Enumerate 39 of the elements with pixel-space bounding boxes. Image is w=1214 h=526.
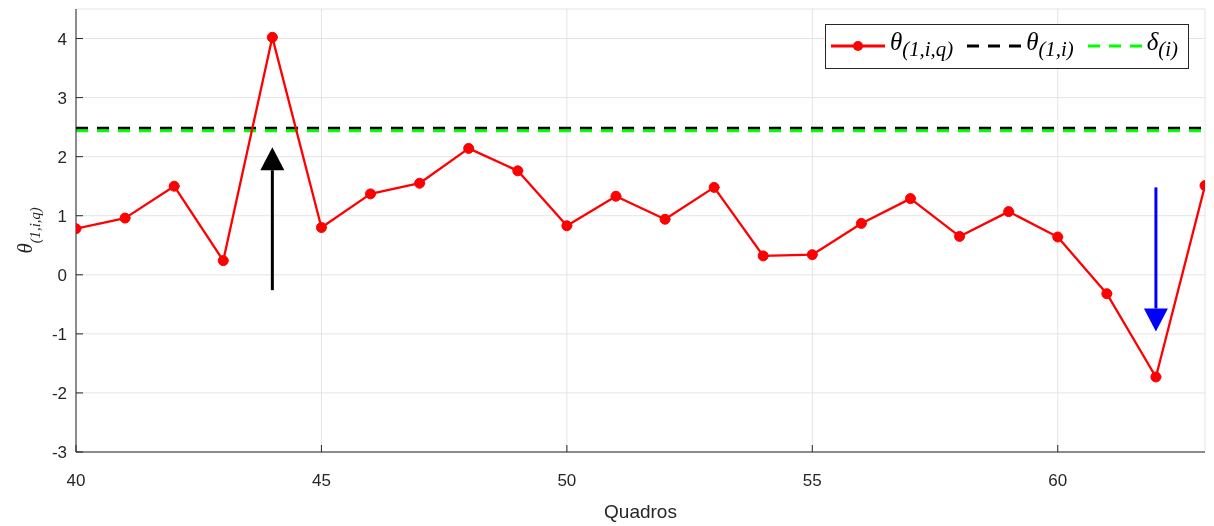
legend-label: θ$_{(1,i)}$ xyxy=(1026,27,1074,63)
point xyxy=(365,188,377,200)
y-tick-label: 3 xyxy=(57,88,67,108)
x-tick-label: 50 xyxy=(557,471,577,490)
point xyxy=(561,220,573,232)
point xyxy=(168,180,180,192)
point xyxy=(1052,231,1064,243)
point xyxy=(806,249,818,261)
y-tick-label: 4 xyxy=(57,29,67,49)
y-tick-label: 1 xyxy=(57,206,67,226)
x-tick-label: 40 xyxy=(66,471,86,490)
point xyxy=(119,212,131,224)
y-tick-label: -1 xyxy=(51,324,67,344)
point xyxy=(266,31,278,43)
point xyxy=(463,142,475,154)
point xyxy=(315,222,327,234)
point xyxy=(659,213,671,225)
point xyxy=(757,250,769,262)
point xyxy=(217,255,229,267)
y-tick-label: -2 xyxy=(51,383,67,403)
legend-label: δ$_{(i)}$ xyxy=(1146,27,1178,63)
point xyxy=(708,181,720,193)
x-tick-label: 45 xyxy=(311,471,331,490)
legend-label: θ$_{(1,i,q)}$ xyxy=(889,27,954,63)
point xyxy=(512,165,524,177)
point xyxy=(414,177,426,189)
point xyxy=(1150,371,1162,383)
y-tick-label: 2 xyxy=(57,147,67,167)
point xyxy=(610,190,622,202)
point xyxy=(855,217,867,229)
point xyxy=(954,230,966,242)
x-axis-title: Quadros xyxy=(604,501,677,522)
point xyxy=(1101,288,1113,300)
y-tick-label: -3 xyxy=(51,443,67,462)
y-tick-label: 0 xyxy=(57,265,67,285)
point xyxy=(904,193,916,205)
x-tick-label: 60 xyxy=(1048,471,1068,490)
x-tick-label: 55 xyxy=(802,471,822,490)
point xyxy=(1003,206,1015,218)
